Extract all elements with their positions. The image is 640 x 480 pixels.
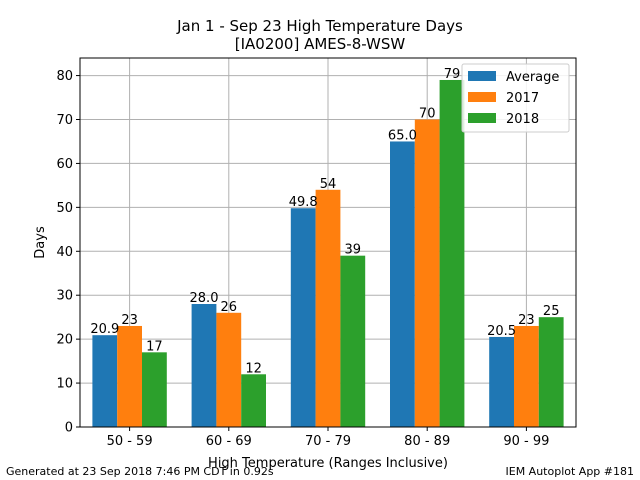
x-tick-label: 70 - 79 xyxy=(305,434,351,449)
bar xyxy=(390,141,415,427)
x-tick-label: 80 - 89 xyxy=(404,434,450,449)
y-axis-label: Days xyxy=(33,226,48,259)
x-tick-label: 60 - 69 xyxy=(206,434,252,449)
bar xyxy=(191,304,217,427)
data-label: 39 xyxy=(345,243,362,258)
legend-entry: 2018 xyxy=(506,112,539,127)
data-label: 23 xyxy=(518,313,535,328)
x-tick-label: 90 - 99 xyxy=(503,434,549,449)
bar xyxy=(538,317,564,427)
bar xyxy=(241,374,266,427)
legend-entry: Average xyxy=(506,70,559,85)
data-label: 28.0 xyxy=(190,291,219,306)
y-tick-label: 30 xyxy=(56,289,73,304)
bar xyxy=(216,312,242,427)
x-axis-label: High Temperature (Ranges Inclusive) xyxy=(208,456,448,471)
bar xyxy=(290,208,316,427)
y-tick-label: 20 xyxy=(56,333,73,348)
y-tick-label: 80 xyxy=(56,69,73,84)
legend-swatch xyxy=(468,92,496,102)
data-label: 20.9 xyxy=(90,322,119,337)
data-label: 17 xyxy=(146,339,163,354)
chart-subtitle: [IA0200] AMES-8-WSW xyxy=(234,35,406,53)
bars xyxy=(92,79,564,427)
legend-swatch xyxy=(468,113,496,123)
y-tick-label: 50 xyxy=(56,201,73,216)
data-label: 26 xyxy=(221,300,238,315)
y-tick-label: 60 xyxy=(56,157,73,172)
bar xyxy=(489,336,514,427)
legend-swatch xyxy=(468,71,496,81)
data-label: 49.8 xyxy=(289,195,318,210)
axes: 0 10 20 30 40 50 60 70 80 50 - 59 60 - 69 70 - 79 80… xyxy=(33,57,577,471)
bar xyxy=(514,325,539,427)
data-label: 12 xyxy=(245,361,262,376)
bar xyxy=(315,189,341,427)
x-tick-label: 50 - 59 xyxy=(107,434,153,449)
legend: Average 2017 2018 xyxy=(461,63,570,133)
data-label: 70 xyxy=(419,107,436,122)
legend-entry: 2017 xyxy=(506,91,539,106)
y-tick-label: 70 xyxy=(56,113,73,128)
chart-title: Jan 1 - Sep 23 High Temperature Days xyxy=(177,17,463,35)
data-label: 25 xyxy=(543,304,560,319)
bar xyxy=(340,255,366,427)
y-tick-label: 10 xyxy=(56,377,73,392)
bar xyxy=(414,119,440,427)
bar xyxy=(92,335,118,427)
bar xyxy=(439,79,465,427)
footer-app: IEM Autoplot App #181 xyxy=(505,465,635,478)
data-label: 20.5 xyxy=(487,324,516,339)
data-label: 79 xyxy=(444,67,461,82)
bar xyxy=(117,325,142,427)
data-label: 23 xyxy=(121,313,138,328)
data-label: 65.0 xyxy=(388,128,417,143)
y-tick-label: 0 xyxy=(65,421,73,436)
bar xyxy=(142,352,167,427)
footer-generated: Generated at 23 Sep 2018 7:46 PM CDT in … xyxy=(6,465,274,478)
data-label: 54 xyxy=(320,177,337,192)
y-tick-label: 40 xyxy=(56,245,73,260)
